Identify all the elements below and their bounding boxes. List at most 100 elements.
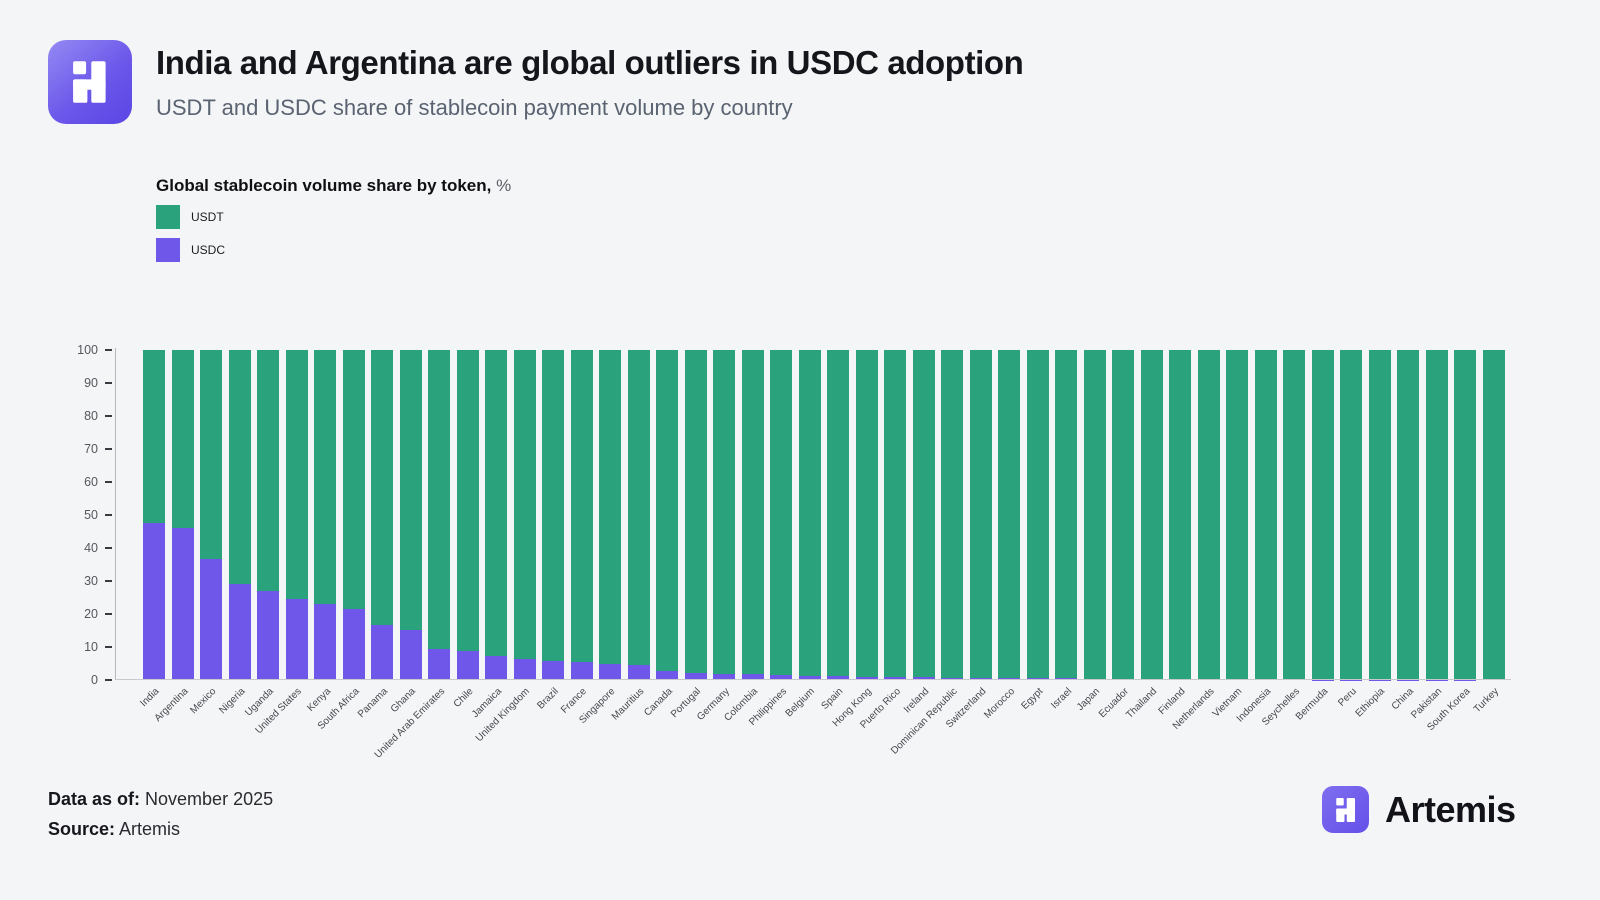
plot-area: India Argentina Mexico Nigeria Uganda United …	[115, 350, 1511, 761]
legend-label-usdc: USDC	[191, 243, 226, 257]
y-axis-tick-label: 40	[84, 541, 98, 555]
bar-seychelles: Seychelles	[1260, 350, 1305, 728]
bar-segment-usdc	[627, 665, 650, 680]
bar-spain: Spain	[820, 350, 849, 712]
y-axis-tick-mark	[105, 679, 112, 681]
bar-segment-usdt	[1397, 350, 1419, 680]
bar-segment-usdt	[1482, 350, 1505, 680]
bar-segment-usdt	[1083, 350, 1106, 679]
bar-segment-usdt	[228, 350, 251, 585]
bar-segment-usdt	[399, 350, 422, 631]
bar-segment-usdt	[998, 350, 1020, 679]
bar-segment-usdc	[342, 609, 365, 680]
bar-segment-usdc	[884, 677, 906, 680]
bar-segment-usdt	[656, 350, 678, 671]
page-subtitle: USDT and USDC share of stablecoin paymen…	[156, 95, 793, 120]
bar-bermuda: Bermuda	[1294, 350, 1334, 722]
bar-segment-usdc	[713, 673, 735, 680]
bar-segment-usdc	[513, 659, 536, 680]
y-axis-tick-mark	[105, 349, 112, 351]
bar-segment-usdt	[1140, 350, 1163, 680]
x-axis-label: Morocco	[981, 686, 1017, 721]
bar-segment-usdc	[941, 677, 963, 680]
bar-segment-usdt	[1340, 350, 1362, 680]
brand-footer: Artemis	[1322, 786, 1516, 833]
y-axis-tick-label: 10	[84, 640, 98, 654]
bar-india: India	[139, 350, 165, 709]
legend-item-usdc: USDC	[156, 238, 511, 262]
y-axis-tick-mark	[105, 448, 112, 450]
bar-japan: Japan	[1075, 350, 1106, 713]
bar-segment-usdt	[485, 350, 507, 656]
x-axis-label: Egypt	[1019, 686, 1046, 712]
bar-france: France	[559, 350, 593, 716]
x-axis-label: Belgium	[783, 686, 818, 720]
bar-argentina: Argentina	[152, 350, 194, 724]
x-axis-label: Brazil	[535, 686, 561, 712]
bar-segment-usdt	[1454, 350, 1476, 680]
bar-segment-usdt	[1254, 350, 1277, 680]
x-axis-label: Thailand	[1124, 686, 1160, 721]
bar-israel: Israel	[1049, 350, 1077, 711]
bar-turkey: Turkey	[1472, 350, 1505, 715]
stacked-bar-chart: 0 10 20 30 40 50 60 70 80 90 100 India Argentina Mex…	[77, 343, 1511, 761]
bar-segment-usdc	[371, 625, 393, 680]
bar-segment-usdt	[798, 350, 821, 676]
chart-legend: Global stablecoin volume share by token,…	[156, 176, 511, 262]
y-axis-tick: 90	[84, 376, 115, 390]
usdc-swatch	[156, 238, 180, 262]
data-as-of-line: Data as of: November 2025	[48, 784, 273, 814]
bar-south-africa: South Africa	[315, 350, 365, 732]
bar-segment-usdt	[513, 350, 536, 660]
bar-canada: Canada	[642, 350, 678, 719]
bar-singapore: Singapore	[578, 350, 621, 726]
y-axis-tick-label: 100	[77, 343, 98, 357]
bar-vietnam: Vietnam	[1211, 350, 1248, 720]
bar-segment-usdt	[542, 350, 564, 661]
bar-segment-usdt	[285, 350, 308, 599]
y-axis-tick: 60	[84, 475, 115, 489]
bar-segment-usdc	[285, 598, 308, 680]
y-axis-tick-mark	[105, 547, 112, 549]
bar-china: China	[1390, 350, 1419, 712]
bar-segment-usdt	[428, 350, 450, 649]
bar-segment-usdt	[1368, 350, 1391, 680]
y-axis-tick-label: 60	[84, 475, 98, 489]
bar-segment-usdc	[257, 591, 279, 680]
x-axis-label: Israel	[1048, 686, 1074, 712]
y-axis-tick-mark	[105, 613, 112, 615]
y-axis-tick-mark	[105, 646, 112, 648]
source-value: Artemis	[115, 819, 181, 839]
bar-panama: Panama	[356, 350, 393, 720]
bar-belgium: Belgium	[784, 350, 821, 719]
bar-segment-usdc	[827, 676, 849, 680]
x-axis-label: United Kingdom	[474, 686, 533, 745]
x-axis-label: Japan	[1075, 686, 1103, 714]
legend-item-usdt: USDT	[156, 205, 511, 229]
bar-segment-usdc	[542, 660, 564, 680]
bar-segment-usdt	[1425, 350, 1448, 680]
bar-segment-usdc	[428, 648, 450, 680]
bar-segment-usdt	[599, 350, 621, 664]
bar-switzerland: Switzerland	[944, 350, 992, 730]
bar-pakistan: Pakistan	[1409, 350, 1448, 721]
bar-finland: Finland	[1157, 350, 1191, 717]
footer-meta: Data as of: November 2025 Source: Artemi…	[48, 784, 273, 844]
y-axis-tick: 100	[77, 343, 115, 357]
bar-nigeria: Nigeria	[217, 350, 251, 716]
artemis-logo-icon	[48, 40, 132, 124]
bar-segment-usdc	[399, 630, 422, 680]
page-title: India and Argentina are global outliers …	[156, 44, 1024, 81]
bar-hong-kong: Hong Kong	[831, 350, 878, 729]
y-axis-tick-label: 90	[84, 376, 98, 390]
y-axis-tick-mark	[105, 481, 112, 483]
y-axis-tick: 30	[84, 574, 115, 588]
bar-segment-usdc	[314, 603, 336, 680]
bar-egypt: Egypt	[1019, 350, 1049, 712]
bar-segment-usdc	[228, 584, 251, 680]
bar-indonesia: Indonesia	[1235, 350, 1277, 724]
bar-ireland: Ireland	[902, 350, 935, 715]
bar-segment-usdc	[855, 676, 878, 680]
bar-segment-usdt	[314, 350, 336, 604]
y-axis-tick-label: 30	[84, 574, 98, 588]
